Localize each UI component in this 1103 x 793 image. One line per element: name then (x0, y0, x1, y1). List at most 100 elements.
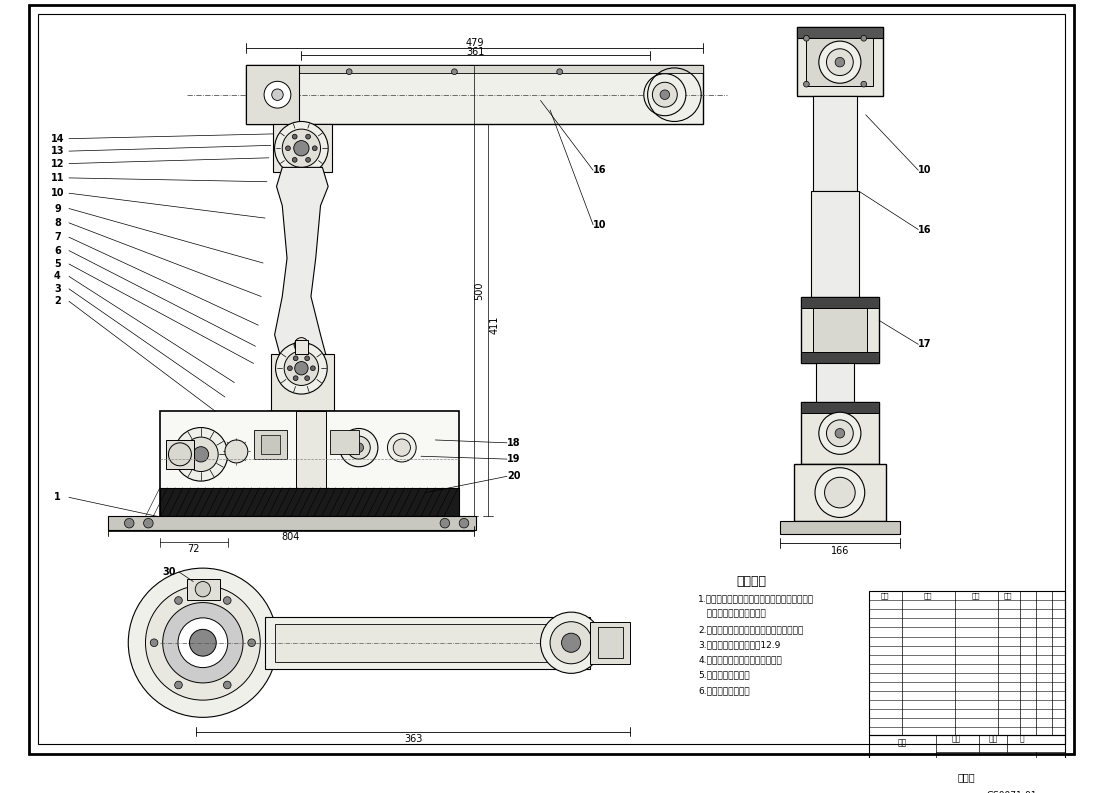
Circle shape (288, 366, 292, 370)
Text: 极配要求装配并安装到位: 极配要求装配并安装到位 (698, 610, 767, 619)
Circle shape (347, 436, 371, 459)
Bar (108, 516, 476, 530)
Bar (160, 488, 459, 516)
Bar (816, 363, 854, 440)
Bar (261, 435, 280, 454)
Circle shape (146, 585, 260, 700)
Circle shape (803, 36, 810, 41)
Circle shape (195, 581, 211, 597)
Circle shape (264, 82, 291, 108)
Circle shape (440, 519, 450, 528)
Bar (270, 354, 334, 412)
Bar (246, 65, 299, 125)
Text: 14: 14 (51, 134, 64, 144)
Bar (801, 352, 879, 363)
Text: 2.各零件结合面、螺丝连接处需要加放垫圈: 2.各零件结合面、螺丝连接处需要加放垫圈 (698, 625, 804, 634)
Circle shape (387, 433, 416, 462)
Circle shape (125, 519, 133, 528)
Text: 16: 16 (919, 224, 932, 235)
Bar (246, 65, 703, 125)
Circle shape (292, 158, 297, 163)
Bar (868, 734, 1064, 768)
Text: 16: 16 (593, 165, 607, 175)
Circle shape (826, 419, 854, 446)
Circle shape (248, 639, 256, 646)
Circle shape (340, 428, 378, 467)
Text: 3: 3 (54, 284, 61, 294)
Text: 5.整机采用海电路接: 5.整机采用海电路接 (698, 671, 750, 680)
Circle shape (285, 351, 319, 385)
Circle shape (818, 412, 861, 454)
Circle shape (295, 362, 308, 375)
Bar (160, 488, 459, 516)
Circle shape (815, 468, 865, 518)
Text: GS0071-01: GS0071-01 (987, 791, 1037, 793)
Polygon shape (275, 167, 329, 412)
Text: 6.机器电路标志齐全: 6.机器电路标志齐全 (698, 686, 750, 695)
Text: 数量: 数量 (1004, 592, 1013, 600)
Bar (801, 402, 879, 413)
Text: 10: 10 (593, 220, 607, 230)
Text: 11: 11 (51, 173, 64, 183)
Bar (296, 412, 326, 516)
Polygon shape (268, 412, 335, 497)
Circle shape (459, 519, 469, 528)
Circle shape (193, 446, 208, 462)
Circle shape (312, 146, 318, 151)
Circle shape (275, 121, 329, 175)
Circle shape (550, 622, 592, 664)
Circle shape (271, 89, 283, 101)
Text: 411: 411 (490, 316, 500, 335)
Text: 361: 361 (467, 47, 484, 56)
Text: 18: 18 (507, 438, 521, 448)
Circle shape (174, 427, 227, 481)
Circle shape (557, 69, 563, 75)
Text: 1.减速器、轴承、电机配合处装置于钢把图纸的: 1.减速器、轴承、电机配合处装置于钢把图纸的 (698, 594, 814, 603)
Text: 6: 6 (54, 246, 61, 255)
Text: 363: 363 (404, 734, 422, 745)
Text: 20: 20 (507, 471, 521, 481)
Circle shape (224, 596, 232, 604)
Bar (806, 38, 874, 86)
Bar (801, 297, 879, 308)
Circle shape (835, 428, 845, 438)
Bar (160, 412, 459, 516)
Circle shape (306, 134, 310, 139)
Text: 技术要求: 技术要求 (736, 575, 765, 588)
Text: 名称: 名称 (923, 592, 932, 600)
Bar (813, 308, 867, 352)
Bar (868, 787, 1064, 793)
Text: 72: 72 (188, 544, 200, 554)
Bar (796, 27, 882, 96)
Bar (813, 96, 857, 191)
Text: 12: 12 (51, 159, 64, 169)
Text: 500: 500 (474, 282, 484, 300)
Circle shape (660, 90, 670, 99)
Circle shape (561, 633, 580, 653)
Bar (254, 431, 287, 459)
Circle shape (184, 437, 218, 472)
Text: 材料: 材料 (972, 592, 979, 600)
Circle shape (174, 596, 182, 604)
Circle shape (224, 681, 232, 689)
Circle shape (169, 442, 192, 465)
Bar (868, 591, 1064, 734)
Circle shape (304, 376, 310, 381)
Circle shape (293, 179, 309, 194)
Circle shape (225, 440, 248, 463)
Circle shape (150, 639, 158, 646)
Circle shape (540, 612, 602, 673)
Circle shape (825, 477, 855, 508)
Text: 共: 共 (1019, 735, 1024, 744)
Bar (794, 464, 886, 521)
Circle shape (178, 618, 227, 668)
Text: 10: 10 (51, 188, 64, 198)
Circle shape (128, 568, 278, 718)
Bar (265, 617, 590, 668)
Bar (811, 191, 859, 344)
Circle shape (293, 356, 298, 361)
Text: 2: 2 (54, 297, 61, 306)
Polygon shape (201, 421, 311, 511)
Circle shape (282, 129, 321, 167)
Circle shape (295, 338, 308, 351)
